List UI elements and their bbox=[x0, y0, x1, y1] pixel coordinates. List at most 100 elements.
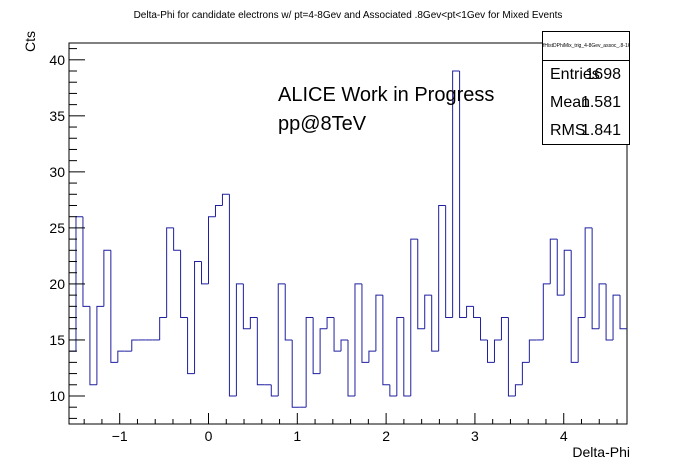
histogram-bin bbox=[347, 339, 355, 397]
histogram-bin bbox=[368, 350, 376, 363]
histogram-bin bbox=[500, 317, 509, 340]
annotation-alice: ALICE Work in Progress bbox=[278, 84, 495, 106]
histogram-series bbox=[69, 70, 627, 408]
histogram-bin bbox=[249, 317, 258, 329]
y-tick-label: 25 bbox=[49, 220, 65, 236]
histogram-bin bbox=[598, 283, 607, 329]
histogram-bin bbox=[584, 227, 593, 318]
histogram-bin bbox=[563, 249, 572, 296]
histogram-bin bbox=[591, 227, 600, 330]
histogram-bin bbox=[187, 317, 195, 375]
y-axis-label: Cts bbox=[22, 31, 38, 52]
axis-ticks: −1 0 1 2 3 4 10 15 20 25 30 35 40 bbox=[49, 48, 618, 444]
y-tick-label: 10 bbox=[49, 388, 65, 404]
histogram-bin bbox=[514, 384, 523, 396]
y-tick-label: 20 bbox=[49, 276, 65, 292]
histogram-bin bbox=[214, 204, 223, 217]
stats-value: 1698 bbox=[585, 66, 621, 83]
histogram-bin bbox=[466, 305, 474, 318]
x-tick-label: 1 bbox=[293, 428, 301, 444]
plot-axes bbox=[68, 42, 628, 425]
histogram-bin bbox=[403, 317, 411, 397]
histogram-bin bbox=[319, 328, 328, 374]
x-tick-label: 0 bbox=[205, 428, 213, 444]
histogram-bin bbox=[131, 339, 139, 352]
histogram-bin bbox=[89, 306, 97, 386]
histogram-bin bbox=[521, 361, 530, 385]
histogram-bin bbox=[82, 216, 90, 307]
histogram-bin bbox=[117, 350, 125, 363]
histogram-bin bbox=[333, 317, 342, 352]
histogram-bin bbox=[256, 317, 265, 386]
histogram-bin bbox=[424, 294, 432, 329]
histogram-bin bbox=[619, 295, 627, 330]
x-tick-label: 2 bbox=[382, 428, 390, 444]
histogram-bin bbox=[493, 339, 502, 363]
y-tick-label: 40 bbox=[49, 52, 65, 68]
histogram-bin bbox=[452, 70, 460, 318]
histogram-bin bbox=[277, 283, 286, 396]
histogram-bin bbox=[431, 295, 439, 352]
histogram-bin bbox=[605, 283, 614, 341]
histogram-bin bbox=[396, 317, 404, 396]
histogram-bin bbox=[242, 283, 251, 330]
histogram-bin bbox=[445, 205, 453, 319]
stats-row-mean: Mean 1.581 bbox=[543, 89, 629, 117]
histogram-bin bbox=[382, 295, 390, 386]
histogram-bin bbox=[549, 238, 558, 284]
stats-box: fHistDPhiMix_trig_4-8Gev_assoc_.8-1Gev_M… bbox=[542, 31, 630, 145]
histogram-bin bbox=[340, 339, 348, 352]
histogram-bin bbox=[528, 339, 537, 363]
histogram-bin bbox=[228, 194, 237, 397]
histogram-bin bbox=[438, 204, 446, 352]
histogram-bin bbox=[110, 250, 118, 363]
histogram-bin bbox=[284, 283, 293, 341]
stats-key: Mean bbox=[550, 94, 591, 111]
histogram-bin bbox=[221, 193, 230, 206]
histogram-bin bbox=[326, 317, 335, 329]
histogram-bin bbox=[577, 317, 586, 363]
histogram-bin bbox=[159, 317, 167, 340]
histogram-bin bbox=[361, 283, 369, 363]
histogram-bin bbox=[507, 317, 516, 397]
histogram-bin bbox=[354, 283, 362, 396]
stats-box-title: fHistDPhiMix_trig_4-8Gev_assoc_.8-1Gev_M… bbox=[543, 32, 629, 61]
x-tick-label: 4 bbox=[560, 428, 568, 444]
histogram-bin bbox=[103, 249, 111, 307]
y-tick-label: 30 bbox=[49, 164, 65, 180]
x-tick-label: −1 bbox=[112, 428, 128, 444]
histogram-bin bbox=[291, 339, 300, 408]
histogram-bin bbox=[473, 306, 481, 319]
histogram-bin bbox=[375, 294, 383, 352]
histogram-bin bbox=[173, 227, 181, 251]
histogram-bin bbox=[480, 317, 488, 341]
histogram-bin bbox=[96, 305, 104, 385]
x-tick-label: 3 bbox=[471, 428, 479, 444]
chart-title: Delta-Phi for candidate electrons w/ pt=… bbox=[133, 10, 563, 21]
stats-row-rms: RMS 1.841 bbox=[543, 117, 629, 145]
histogram-bin bbox=[487, 339, 495, 363]
histogram-bin bbox=[389, 384, 397, 397]
histogram-bin bbox=[235, 283, 244, 396]
histogram-bin bbox=[556, 239, 565, 296]
histogram-bin bbox=[312, 317, 321, 375]
y-tick-label: 15 bbox=[49, 332, 65, 348]
histogram-bin bbox=[570, 250, 579, 363]
histogram-bin bbox=[270, 384, 279, 397]
histogram-bin bbox=[166, 227, 174, 318]
stats-key: Entries bbox=[550, 66, 600, 83]
histogram-bin bbox=[180, 250, 188, 319]
histogram-bin bbox=[542, 283, 551, 340]
plot-frame bbox=[68, 42, 628, 425]
stats-value: 1.581 bbox=[580, 94, 621, 111]
histogram-bin bbox=[194, 261, 202, 374]
annotation-energy: pp@8TeV bbox=[278, 113, 367, 135]
y-tick-label: 35 bbox=[49, 108, 65, 124]
histogram-bin bbox=[208, 216, 216, 284]
stats-row-entries: Entries 1698 bbox=[543, 61, 629, 89]
histogram-bin bbox=[410, 238, 418, 396]
x-axis-label: Delta-Phi bbox=[572, 444, 630, 460]
histogram-bin bbox=[459, 71, 467, 319]
stats-value: 1.841 bbox=[580, 122, 621, 139]
